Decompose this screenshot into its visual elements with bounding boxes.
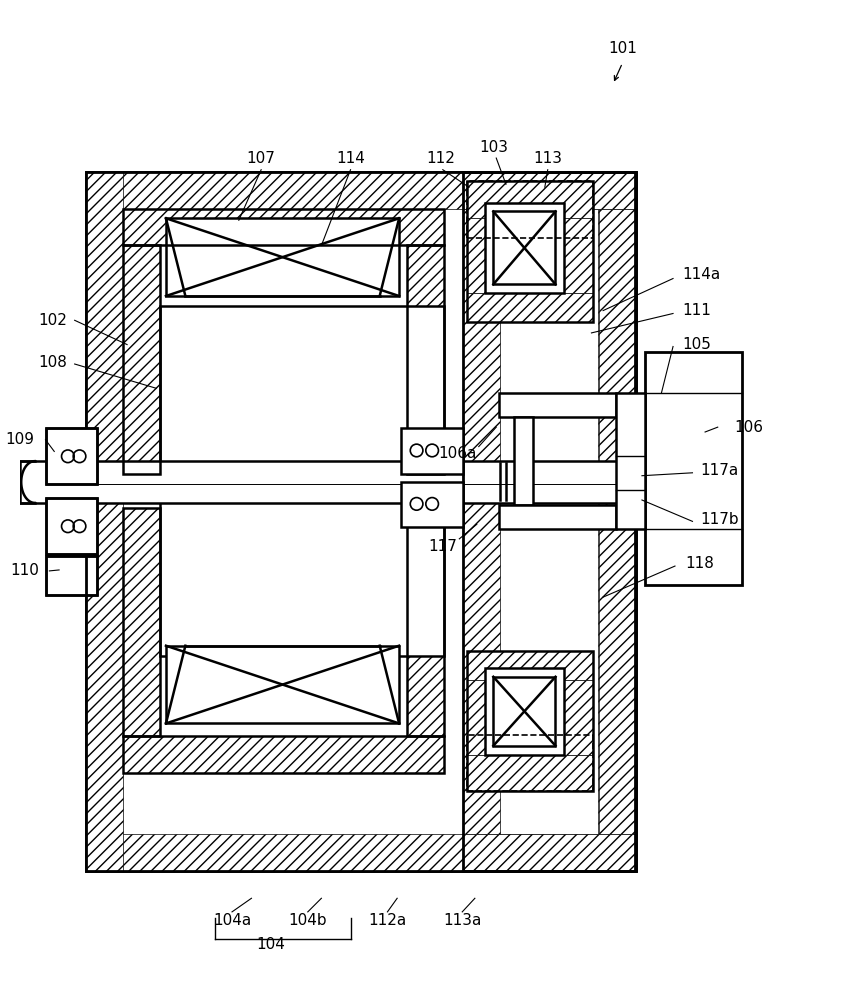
Bar xyxy=(20,461,636,503)
Bar xyxy=(467,293,593,322)
Text: 108: 108 xyxy=(38,355,67,370)
Bar xyxy=(46,428,97,484)
Text: 104b: 104b xyxy=(288,913,327,928)
Text: 114a: 114a xyxy=(682,267,720,282)
Text: 112a: 112a xyxy=(368,913,406,928)
Bar xyxy=(123,508,160,736)
Text: 106a: 106a xyxy=(438,446,476,461)
Bar xyxy=(401,482,462,527)
Text: 101: 101 xyxy=(607,41,636,56)
Bar xyxy=(123,736,444,773)
Bar xyxy=(46,556,97,595)
Bar xyxy=(493,677,554,746)
Bar xyxy=(86,172,635,209)
Bar xyxy=(498,505,615,529)
Bar xyxy=(123,508,160,736)
Bar xyxy=(498,393,615,417)
Bar xyxy=(467,181,593,322)
Text: 109: 109 xyxy=(5,432,34,447)
Text: 106: 106 xyxy=(734,420,763,435)
Bar xyxy=(46,498,97,554)
Text: 117b: 117b xyxy=(699,512,738,527)
Bar xyxy=(46,556,97,595)
Bar xyxy=(564,680,593,755)
Bar xyxy=(160,498,444,656)
Bar xyxy=(81,428,97,484)
Bar xyxy=(123,209,444,245)
Bar xyxy=(467,735,593,791)
Bar xyxy=(462,172,635,871)
Bar xyxy=(46,428,97,484)
Bar xyxy=(46,498,97,554)
Bar xyxy=(46,556,97,595)
Bar xyxy=(462,209,500,834)
Text: 117: 117 xyxy=(428,539,457,554)
Text: 111: 111 xyxy=(682,303,711,318)
Text: 102: 102 xyxy=(38,313,67,328)
Bar xyxy=(406,245,444,474)
Bar xyxy=(467,181,593,218)
Bar xyxy=(406,508,444,736)
Text: 110: 110 xyxy=(11,563,39,578)
Bar xyxy=(467,181,593,238)
Bar xyxy=(467,755,593,791)
Bar xyxy=(467,680,496,755)
Bar xyxy=(493,211,554,284)
Bar xyxy=(462,834,635,871)
Text: 104a: 104a xyxy=(212,913,251,928)
Bar xyxy=(86,172,123,871)
Bar xyxy=(165,646,398,723)
Bar xyxy=(165,218,398,296)
Bar xyxy=(484,203,564,293)
Text: 112: 112 xyxy=(426,151,455,166)
Bar xyxy=(598,172,635,871)
Bar xyxy=(462,172,635,209)
Bar xyxy=(123,736,444,773)
Bar xyxy=(500,209,599,834)
Bar xyxy=(644,352,741,585)
Text: 103: 103 xyxy=(479,140,508,155)
Bar xyxy=(467,651,593,791)
Bar xyxy=(401,428,462,474)
Bar xyxy=(123,209,598,834)
Bar xyxy=(123,245,160,474)
Bar xyxy=(123,209,444,245)
Text: 118: 118 xyxy=(685,556,714,571)
Bar xyxy=(81,498,97,554)
Bar xyxy=(46,498,62,554)
Bar xyxy=(599,209,635,834)
Bar xyxy=(406,245,444,474)
Text: 114: 114 xyxy=(336,151,364,166)
Bar xyxy=(564,218,593,293)
Bar xyxy=(467,218,496,293)
Bar xyxy=(86,172,635,871)
Bar xyxy=(123,245,160,474)
Text: 113a: 113a xyxy=(443,913,481,928)
Text: 117a: 117a xyxy=(699,463,738,478)
Bar xyxy=(462,172,635,871)
Text: 107: 107 xyxy=(247,151,276,166)
Bar xyxy=(86,834,635,871)
Bar xyxy=(160,306,444,464)
Bar xyxy=(467,651,593,680)
Text: 105: 105 xyxy=(682,337,711,352)
Text: 113: 113 xyxy=(532,151,561,166)
Bar xyxy=(406,508,444,736)
Bar xyxy=(46,428,62,484)
Bar xyxy=(615,393,644,529)
Bar xyxy=(484,668,564,755)
Bar xyxy=(514,417,532,505)
Text: 104: 104 xyxy=(256,937,285,952)
Bar xyxy=(86,172,635,871)
